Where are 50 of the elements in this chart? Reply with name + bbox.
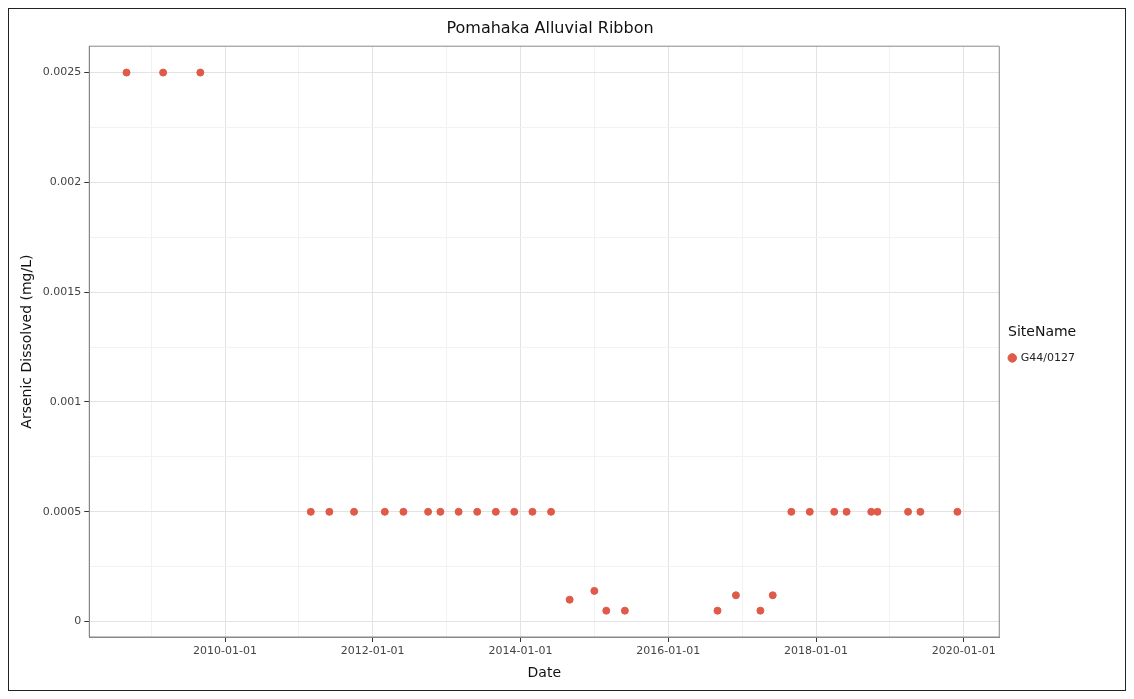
point (620, 606, 629, 615)
y-tick-label: 0.0025 (42, 65, 82, 79)
point (904, 507, 913, 516)
point (436, 507, 445, 516)
y-axis-title: Arsenic Dissolved (mg/L) (18, 254, 35, 429)
point (731, 591, 740, 600)
point (350, 507, 359, 516)
x-tick-label: 2010-01-01 (193, 644, 257, 658)
point (713, 606, 722, 615)
point (380, 507, 389, 516)
point (602, 606, 611, 615)
x-tick-label: 2012-01-01 (340, 644, 405, 658)
y-tick-label: 0.0015 (42, 285, 82, 299)
point (916, 507, 925, 516)
point (768, 591, 777, 600)
point (306, 507, 315, 516)
point (873, 507, 882, 516)
point (399, 507, 408, 516)
point (473, 507, 482, 516)
point (159, 68, 168, 77)
point (787, 507, 796, 516)
point (590, 586, 599, 595)
legend-title: SiteName (1008, 323, 1077, 340)
point (953, 507, 962, 516)
x-tick-label: 2014-01-01 (488, 644, 553, 658)
y-tick-label: 0.001 (49, 394, 82, 408)
point (454, 507, 463, 516)
legend-label: G44/0127 (1020, 350, 1076, 364)
y-tick-label: 0.002 (49, 175, 82, 189)
point (565, 595, 574, 604)
point (867, 507, 876, 516)
x-tick-label: 2018-01-01 (784, 644, 848, 658)
y-tick-label: 0.0005 (42, 504, 82, 518)
x-tick-label: 2016-01-01 (636, 644, 701, 658)
point (528, 507, 537, 516)
point (491, 507, 500, 516)
x-axis-title: Date (527, 664, 562, 681)
chart-title: Pomahaka Alluvial Ribbon (446, 17, 654, 37)
point (756, 606, 765, 615)
point (830, 507, 839, 516)
point (805, 507, 814, 516)
point (196, 68, 205, 77)
point (424, 507, 433, 516)
point (842, 507, 851, 516)
point (325, 507, 334, 516)
point (547, 507, 556, 516)
y-tick-label: 0 (74, 614, 82, 628)
x-tick-label: 2020-01-01 (931, 644, 996, 658)
point (122, 68, 131, 77)
point (510, 507, 519, 516)
